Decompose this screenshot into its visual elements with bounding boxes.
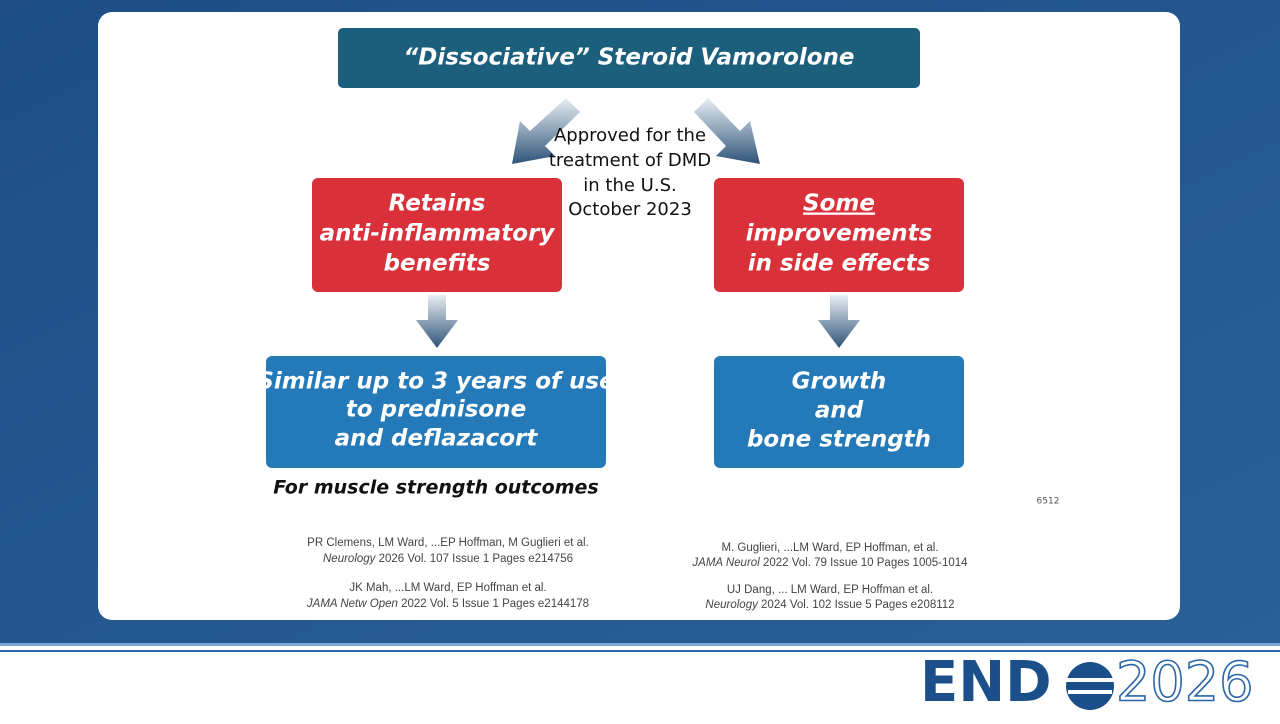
ref-journal: JAMA Neurol: [691, 557, 760, 569]
slide-panel: [98, 12, 1180, 620]
box-line: in side effects: [748, 251, 931, 277]
ref-journal: Neurology: [705, 599, 759, 611]
box-line: to prednisone: [346, 397, 526, 423]
logo-globe: [1066, 662, 1114, 710]
ref-authors: JK Mah, ...LM Ward, EP Hoffman et al.: [349, 582, 546, 594]
box-line: anti-inflammatory: [320, 221, 556, 247]
logo-globe-lines: [1066, 678, 1114, 694]
ref-source: Neurology 2026 Vol. 107 Issue 1 Pages e2…: [323, 553, 573, 565]
outcome-box: [266, 356, 606, 468]
box-line: and deflazacort: [335, 426, 539, 452]
logo: END 2026: [920, 650, 1254, 715]
title: “Dissociative” Steroid Vamorolone: [403, 45, 854, 71]
box-line: Growth: [792, 369, 887, 395]
box-line: Similar up to 3 years of use: [257, 369, 614, 395]
ref-details: 2022 Vol. 79 Issue 10 Pages 1005-1014: [760, 557, 968, 569]
note-line: Approved for the: [554, 125, 706, 146]
outcome-box: [714, 356, 964, 468]
ref-journal: Neurology: [323, 553, 377, 565]
ref-authors: PR Clemens, LM Ward, ...EP Hoffman, M Gu…: [307, 537, 589, 549]
note-line: October 2023: [568, 199, 692, 220]
box-line: Some: [803, 191, 875, 217]
logo-name: END: [920, 650, 1052, 715]
box-line: Retains: [389, 191, 486, 217]
ref-details: 2026 Vol. 107 Issue 1 Pages e214756: [375, 553, 573, 565]
footer-line: [0, 650, 1280, 652]
ref-details: 2024 Vol. 102 Issue 5 Pages e208112: [758, 599, 955, 611]
ref-source: JAMA Neurol 2022 Vol. 79 Issue 10 Pages …: [691, 557, 968, 569]
ref-source: Neurology 2024 Vol. 102 Issue 5 Pages e2…: [705, 599, 954, 611]
approval-note: Approved for the treatment of DMD in the…: [549, 125, 711, 220]
ref-details: 2022 Vol. 5 Issue 1 Pages e2144178: [398, 598, 589, 610]
box-line: improvements: [746, 221, 933, 247]
box-line: benefits: [384, 251, 491, 277]
ref-authors: UJ Dang, ... LM Ward, EP Hoffman et al.: [727, 584, 933, 596]
ref-authors: M. Guglieri, ...LM Ward, EP Hoffman, et …: [721, 542, 938, 554]
box-line: bone strength: [747, 427, 931, 453]
slide-number: 6512: [1037, 497, 1060, 507]
title-box: [338, 28, 920, 88]
logo-year: 2026: [1116, 651, 1253, 714]
effect-box: [312, 178, 562, 292]
footer-line: [0, 643, 1280, 646]
note-line: in the U.S.: [583, 175, 676, 196]
arrows: [416, 98, 860, 348]
effect-box: [714, 178, 964, 292]
note-line: treatment of DMD: [549, 150, 711, 171]
box-line: and: [815, 398, 864, 424]
caption: For muscle strength outcomes: [273, 477, 598, 499]
ref-source: JAMA Netw Open 2022 Vol. 5 Issue 1 Pages…: [306, 598, 589, 610]
ref-journal: JAMA Netw Open: [306, 598, 398, 610]
